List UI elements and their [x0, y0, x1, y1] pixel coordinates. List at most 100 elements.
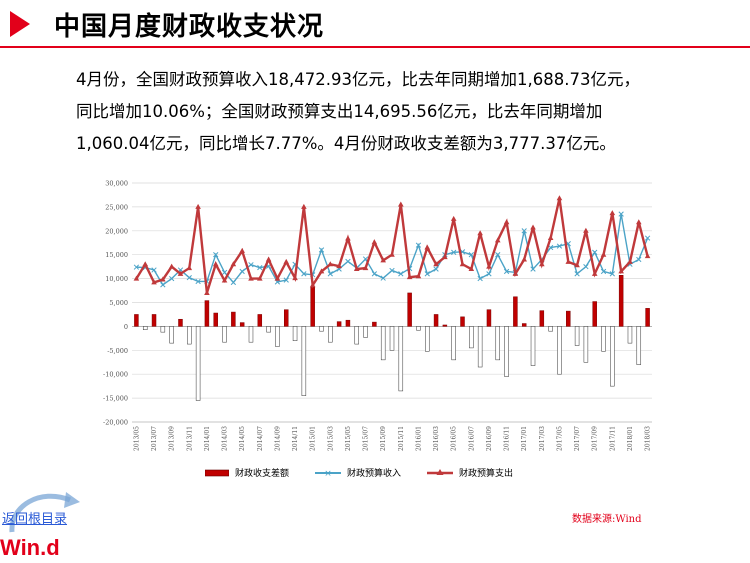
revenue-point — [424, 271, 430, 277]
balance-bar — [433, 314, 439, 327]
balance-bar — [345, 319, 351, 327]
x-tick-label: 2014/09 — [274, 426, 281, 451]
x-tick-label: 2017/09 — [592, 426, 599, 451]
revenue-point — [248, 262, 254, 268]
balance-bar — [618, 275, 624, 327]
x-tick-label: 2013/09 — [169, 426, 176, 451]
expenditure-point — [565, 258, 572, 264]
legend-bar-swatch-icon — [205, 469, 229, 476]
chart-legend: 财政收支差额 × 财政预算收入 财政预算支出 — [205, 466, 513, 479]
expenditure-point — [486, 263, 492, 269]
balance-bar — [425, 326, 430, 352]
back-to-root-link[interactable]: 返回根目录 — [2, 512, 68, 527]
svg-text:×: × — [324, 469, 332, 478]
balance-bar — [592, 301, 597, 327]
balance-bar — [495, 326, 500, 361]
x-tick-label: 2015/09 — [380, 426, 387, 451]
expenditure-point — [239, 247, 245, 253]
expenditure-point — [433, 261, 439, 267]
x-tick-label: 2015/01 — [310, 426, 317, 451]
expenditure-point — [618, 268, 624, 274]
balance-bar — [178, 318, 183, 327]
expenditure-point — [503, 219, 510, 225]
page-title: 中国月度财政收支状况 — [54, 12, 325, 42]
expenditure-point — [142, 261, 149, 267]
x-tick-label: 2017/03 — [539, 426, 546, 451]
balance-bar — [213, 312, 218, 327]
revenue-point — [486, 271, 492, 277]
expenditure-point — [265, 256, 272, 262]
revenue-point — [213, 252, 219, 258]
revenue-point — [195, 278, 201, 285]
expenditure-point — [600, 251, 607, 257]
x-tick-label: 2017/01 — [521, 426, 528, 451]
balance-bar — [451, 326, 456, 361]
summary-line-3: 1,060.04亿元，同比增长7.77%。4月份财政收支差额为3,777.37亿… — [76, 134, 616, 153]
revenue-point — [600, 268, 607, 275]
legend-line-swatch-icon — [427, 468, 454, 475]
y-tick-label: 20,000 — [105, 227, 128, 235]
balance-bar — [407, 292, 412, 327]
revenue-point — [609, 271, 615, 277]
legend-label-revenue: 财政预算收入 — [347, 469, 402, 479]
balance-bar — [477, 326, 483, 368]
expenditure-point — [195, 203, 201, 209]
balance-bar — [416, 326, 421, 331]
balance-bar — [266, 326, 271, 333]
balance-bar — [372, 321, 377, 327]
fiscal-chart: 30,000 25,000 20,000 15,000 10,000 5,000 0 -5,0… — [92, 170, 658, 482]
expenditure-point — [283, 258, 290, 264]
revenue-point — [636, 256, 642, 263]
x-tick-label: 2014/01 — [204, 426, 211, 451]
expenditure-point — [406, 274, 413, 280]
expenditure-point — [151, 279, 157, 285]
balance-bar — [275, 326, 280, 347]
balance-bar — [292, 326, 298, 341]
x-tick-label: 2013/11 — [186, 426, 193, 451]
expenditure-point — [398, 201, 404, 207]
balance-bar — [257, 314, 263, 327]
legend-item-balance: 财政收支差额 — [205, 466, 289, 479]
summary-paragraph: 4月份，全国财政预算收入18,472.93亿元，比去年同期增加1,688.73亿… — [76, 64, 706, 160]
x-tick-label: 2013/05 — [133, 426, 140, 451]
x-tick-label: 2016/05 — [451, 426, 458, 451]
balance-bar — [566, 310, 571, 327]
revenue-point — [133, 264, 140, 270]
expenditure-point — [459, 261, 466, 267]
revenue-point — [318, 247, 325, 253]
revenue-point — [239, 268, 245, 275]
balance-bar — [380, 326, 386, 361]
revenue-point — [345, 258, 351, 265]
expenditure-point — [635, 219, 642, 225]
y-tick-label: 15,000 — [105, 251, 128, 259]
expenditure-point — [301, 203, 307, 209]
x-tick-label: 2016/07 — [468, 426, 475, 451]
expenditure-point — [292, 275, 298, 281]
revenue-point — [495, 252, 501, 258]
revenue-point — [160, 282, 166, 288]
y-tick-label: 0 — [124, 323, 128, 331]
expenditure-point — [327, 261, 334, 267]
balance-bar — [363, 326, 368, 338]
expenditure-point — [362, 265, 369, 271]
expenditure-point — [530, 224, 536, 230]
y-tick-label: -15,000 — [103, 395, 128, 403]
revenue-point — [301, 271, 307, 277]
revenue-point — [257, 264, 263, 271]
balance-bar — [310, 286, 315, 327]
x-tick-label: 2017/07 — [574, 426, 581, 451]
x-tick-label: 2015/03 — [327, 426, 334, 451]
x-tick-label: 2016/03 — [433, 426, 440, 451]
expenditure-point — [547, 234, 554, 240]
expenditure-point — [221, 277, 228, 283]
balance-bar — [187, 326, 192, 345]
expenditure-point — [583, 227, 589, 233]
balance-bar — [151, 314, 157, 327]
expenditure-point — [389, 251, 395, 257]
balance-bar — [169, 326, 174, 344]
expenditure-point — [256, 275, 263, 281]
revenue-point — [380, 275, 386, 281]
balance-bar — [469, 326, 474, 349]
expenditure-point — [574, 262, 580, 268]
x-tick-label: 2014/07 — [257, 426, 264, 451]
